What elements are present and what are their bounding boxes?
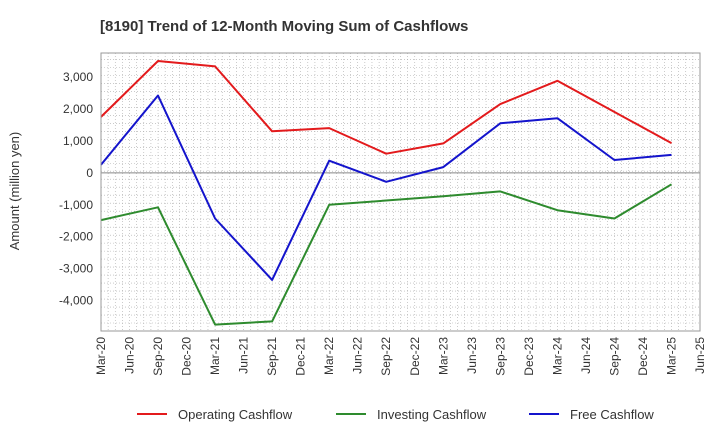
- y-tick-label: 3,000: [63, 70, 93, 84]
- x-tick-label: Sep-23: [493, 337, 507, 376]
- x-tick-labels: Mar-20 Jun-20 Sep-20 Dec-20 Mar-21 Jun-21 Sep-…: [94, 337, 707, 376]
- x-tick-label: Jun-20: [123, 337, 137, 374]
- y-tick-label: 0: [86, 166, 93, 180]
- y-axis-label: Amount (million yen): [7, 132, 22, 251]
- x-tick-label: Jun-22: [351, 337, 365, 374]
- legend-label: Operating Cashflow: [178, 407, 293, 422]
- x-tick-label: Dec-23: [522, 337, 536, 376]
- x-tick-label: Mar-21: [208, 337, 222, 375]
- legend: Operating Cashflow Investing Cashflow Free…: [137, 407, 654, 422]
- x-tick-label: Mar-24: [550, 337, 564, 375]
- series-layer: [100, 60, 673, 326]
- legend-label: Investing Cashflow: [377, 407, 487, 422]
- x-tick-label: Sep-21: [265, 337, 279, 376]
- x-tick-label: Dec-24: [636, 337, 650, 376]
- legend-item-operating-cashflow: Operating Cashflow: [137, 407, 293, 422]
- legend-item-investing-cashflow: Investing Cashflow: [336, 407, 487, 422]
- y-tick-label: -2,000: [59, 230, 93, 244]
- x-tick-label: Sep-24: [607, 337, 621, 376]
- y-tick-label: -1,000: [59, 198, 93, 212]
- plot-frame: [100, 52, 701, 332]
- legend-label: Free Cashflow: [570, 407, 654, 422]
- x-tick-label: Dec-20: [180, 337, 194, 376]
- x-tick-label: Mar-22: [322, 337, 336, 375]
- x-tick-label: Jun-21: [237, 337, 251, 374]
- x-tick-label: Mar-20: [94, 337, 108, 375]
- x-tick-label: Dec-21: [294, 337, 308, 376]
- series-line-investing-cashflow: [100, 183, 673, 326]
- x-tick-label: Jun-24: [579, 337, 593, 374]
- y-tick-label: -4,000: [59, 294, 93, 308]
- series-line-free-cashflow: [100, 94, 672, 281]
- series-line-operating-cashflow: [100, 60, 672, 155]
- x-tick-label: Mar-25: [664, 337, 678, 375]
- x-tick-label: Sep-20: [151, 337, 165, 376]
- x-tick-label: Mar-23: [436, 337, 450, 375]
- y-tick-label: 2,000: [63, 102, 93, 116]
- grid-lines: [101, 53, 700, 331]
- y-tick-labels: 3,000 2,000 1,000 0 -1,000 -2,000 -3,000 -4,000: [59, 70, 93, 308]
- y-tick-label: 1,000: [63, 134, 93, 148]
- x-tick-label: Jun-25: [693, 337, 707, 374]
- y-tick-label: -3,000: [59, 262, 93, 276]
- chart-title: [8190] Trend of 12-Month Moving Sum of C…: [100, 18, 468, 35]
- x-tick-label: Jun-23: [465, 337, 479, 374]
- x-tick-label: Dec-22: [408, 337, 422, 376]
- x-tick-label: Sep-22: [379, 337, 393, 376]
- legend-item-free-cashflow: Free Cashflow: [529, 407, 654, 422]
